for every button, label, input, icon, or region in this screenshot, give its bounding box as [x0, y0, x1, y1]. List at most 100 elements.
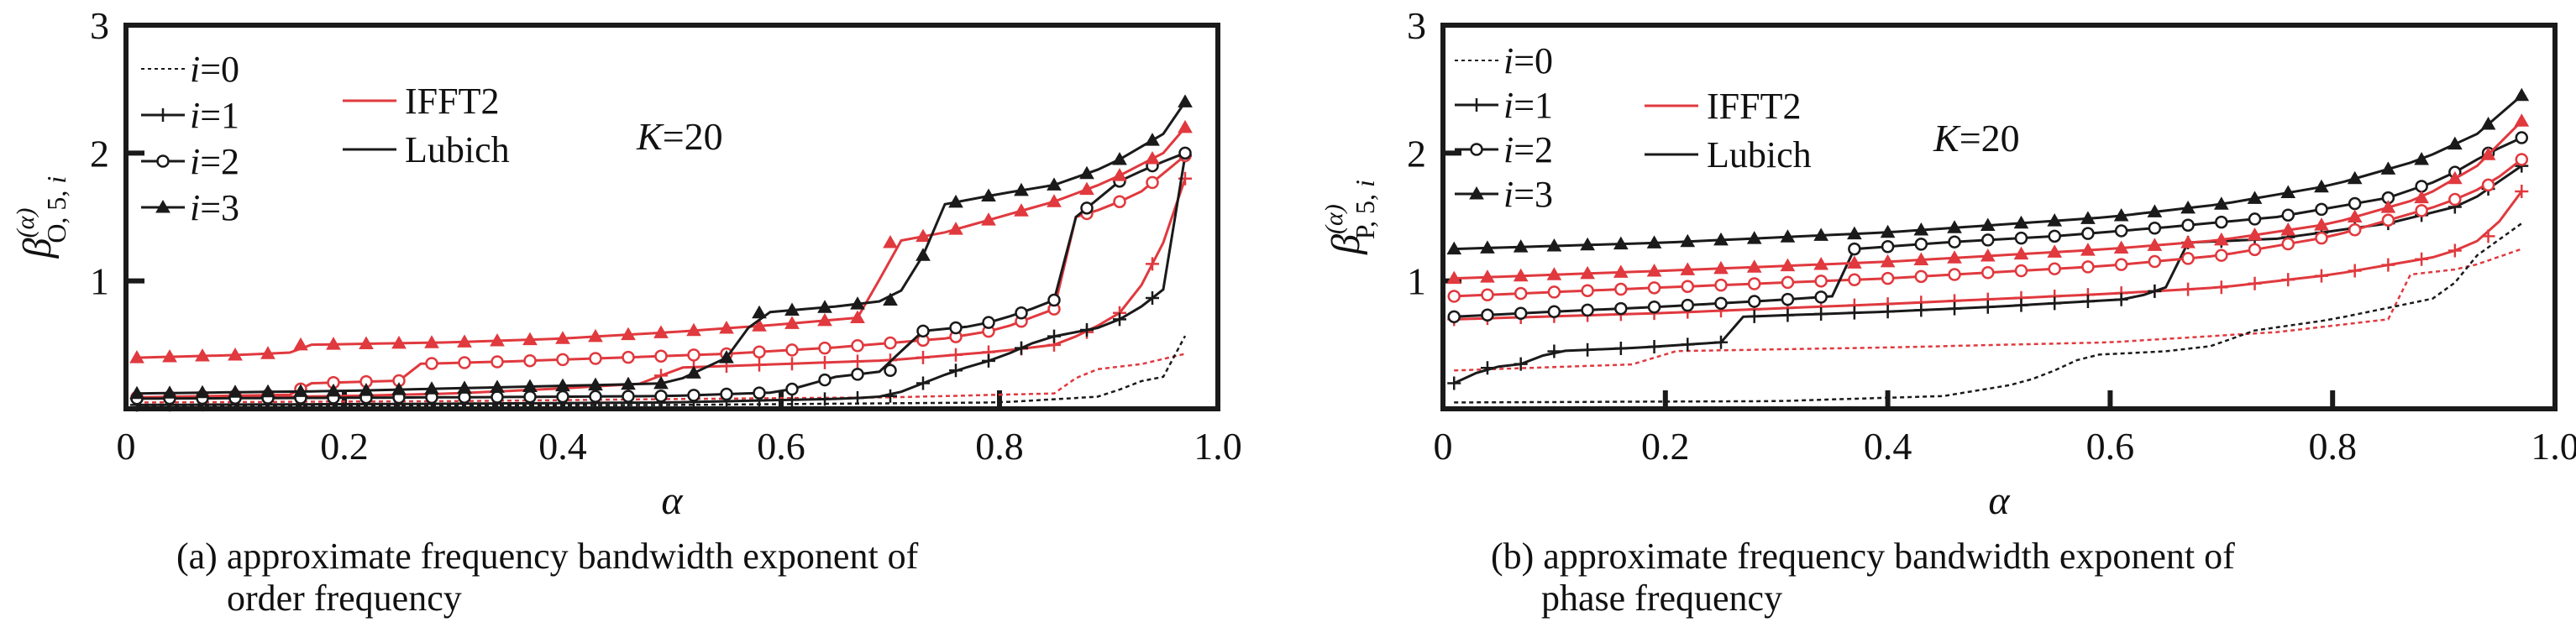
x-tick-label-b-3: 0.6 [2086, 425, 2135, 468]
data-point-a-lubich-i1-28 [1047, 329, 1061, 343]
data-point-b-ifft2-i1-30 [2447, 243, 2462, 258]
data-point-b-ifft2-i3-31 [2480, 147, 2496, 160]
data-point-b-lubich-i3-13 [1880, 224, 1896, 238]
data-point-a-ifft2-i3-11 [490, 332, 505, 347]
data-point-a-ifft2-i2-30 [1113, 195, 1126, 208]
data-point-b-lubich-i2-7 [1681, 298, 1695, 312]
data-point-b-lubich-i1-12 [1847, 306, 1861, 320]
x-tick-label-b-2: 0.4 [1864, 425, 1912, 468]
legend-i-marker-b-2 [1470, 143, 1483, 156]
x-tick-label-a-1: 0.2 [320, 425, 369, 468]
data-point-a-ifft2-i3-6 [326, 337, 341, 350]
legend-i-var-a-1: i [190, 95, 200, 136]
data-point-b-ifft2-i3-22 [2180, 235, 2196, 248]
data-point-b-lubich-i1-0 [1447, 376, 1461, 390]
data-point-a-ifft2-i2-10 [458, 356, 471, 369]
x-tick-label-a-5: 1.0 [1194, 425, 1242, 468]
data-point-a-lubich-i2-24 [916, 324, 930, 338]
data-point-b-ifft2-i1-25 [2281, 273, 2295, 287]
data-point-b-ifft2-i2-12 [1848, 273, 1861, 286]
data-point-b-ifft2-i2-31 [2481, 178, 2495, 192]
data-point-b-lubich-i3-3 [1546, 238, 1562, 252]
data-point-a-lubich-i3-11 [490, 379, 505, 393]
x-axis-label-b: α [1988, 478, 2010, 523]
data-point-b-lubich-i3-9 [1746, 231, 1762, 244]
data-point-b-lubich-i2-27 [2348, 196, 2362, 211]
data-point-b-ifft2-i1-29 [2415, 252, 2429, 266]
data-point-a-lubich-i3-20 [784, 302, 800, 316]
data-point-b-lubich-i3-24 [2247, 191, 2263, 204]
data-point-a-ifft2-i2-15 [622, 350, 635, 364]
y-axis-label-sup-b: (α) [1320, 204, 1348, 234]
series-a-lubich-i2 [130, 146, 1192, 405]
caption-a-line2: order frequency [227, 578, 462, 619]
data-point-b-lubich-i2-21 [2148, 222, 2162, 235]
legend-i-var-a-0: i [190, 49, 200, 90]
data-point-a-ifft2-i3-1 [162, 349, 177, 363]
data-point-b-lubich-i1-9 [1747, 309, 1761, 323]
data-point-b-lubich-i2-2 [1514, 306, 1528, 321]
data-point-b-lubich-i1-15 [1948, 301, 1962, 316]
data-point-b-lubich-i3-16 [1980, 217, 1996, 232]
data-point-b-ifft2-i1-22 [2181, 282, 2196, 296]
legend-i-label-b-2: i=2 [1503, 129, 1553, 170]
data-point-a-lubich-i1-21 [818, 392, 832, 406]
data-point-b-ifft2-i3-14 [1913, 252, 1929, 266]
data-point-a-lubich-i2-22 [851, 368, 864, 381]
x-tick-label-a-2: 0.4 [538, 425, 587, 468]
data-point-a-lubich-i3-4 [260, 384, 275, 398]
data-point-b-lubich-i2-14 [1914, 238, 1928, 251]
data-point-b-lubich-i1-3 [1547, 344, 1561, 358]
x-tick-label-a-4: 0.8 [975, 425, 1024, 468]
data-point-a-lubich-i3-6 [326, 383, 341, 397]
y-tick-label-a-0: 1 [90, 260, 109, 303]
data-point-b-lubich-i3-30 [2447, 136, 2463, 150]
y-axis-label-base-a: β [15, 238, 60, 259]
chart-panel-a: 0 0.2 0.4 0.6 0.8 1.0 1 2 3 α β(α)O, 5, i i=0 i=1 i=2… [0, 0, 1277, 529]
data-point-a-ifft2-i2-9 [425, 357, 438, 370]
data-point-b-ifft2-i2-27 [2348, 222, 2362, 237]
legend-i-marker-a-1 [156, 108, 170, 122]
data-point-a-lubich-i3-0 [129, 385, 144, 400]
data-point-a-lubich-i3-26 [981, 188, 996, 202]
data-point-b-ifft2-i2-30 [2448, 192, 2462, 207]
data-point-b-ifft2-i2-21 [2148, 254, 2162, 269]
data-point-b-lubich-i2-23 [2215, 215, 2228, 229]
data-point-a-lubich-i1-27 [1015, 341, 1028, 355]
legend-i-marker-a-2 [156, 154, 170, 168]
data-point-a-lubich-i2-14 [589, 390, 602, 404]
data-point-b-ifft2-i2-25 [2281, 237, 2295, 251]
data-point-b-ifft2-i1-31 [2481, 229, 2495, 243]
data-point-a-ifft2-i3-20 [784, 316, 800, 329]
data-point-a-ifft2-i2-31 [1146, 175, 1159, 190]
data-point-b-ifft2-i3-7 [1680, 262, 1696, 275]
y-tick-label-a-1: 2 [90, 132, 109, 175]
data-point-b-ifft2-i1-23 [2214, 280, 2228, 295]
series-b-lubich-i3 [1446, 87, 2530, 255]
data-point-a-lubich-i3-22 [850, 296, 865, 310]
x-tick-label-b-4: 0.8 [2308, 425, 2357, 468]
data-point-b-lubich-i3-17 [2013, 215, 2029, 229]
data-point-a-lubich-i2-28 [1047, 293, 1061, 307]
data-point-a-lubich-i3-9 [424, 381, 439, 395]
data-point-a-ifft2-i3-8 [391, 335, 407, 349]
series-b-ifft2-i3 [1446, 113, 2530, 285]
y-tick-label-b-1: 2 [1407, 132, 1426, 175]
legend-method-label-a-0: IFFT2 [405, 81, 499, 122]
data-point-a-lubich-i1-30 [1113, 312, 1126, 327]
data-point-b-lubich-i2-26 [2315, 202, 2328, 217]
data-point-a-lubich-i3-14 [588, 377, 603, 391]
data-point-a-ifft2-i1-19 [753, 358, 766, 372]
data-point-b-lubich-i3-26 [2314, 179, 2329, 193]
data-point-b-ifft2-i2-11 [1814, 275, 1828, 288]
data-point-b-lubich-i2-12 [1848, 242, 1861, 256]
legend-i-eq-b-3: =3 [1514, 174, 1553, 215]
x-tick-label-a-0: 0 [117, 425, 136, 468]
data-point-a-ifft2-i2-13 [556, 353, 569, 367]
caption-b: (b) approximate frequency bandwidth expo… [1491, 536, 2235, 620]
data-point-a-lubich-i3-5 [293, 384, 308, 397]
legend-i-b: i=0i=1i=2i=3 [1455, 40, 1553, 215]
data-point-a-ifft2-i3-26 [981, 212, 996, 226]
y-axis-label-group-b: β(α)P, 5, i [1320, 180, 1380, 255]
data-point-b-lubich-i1-21 [2148, 284, 2162, 298]
